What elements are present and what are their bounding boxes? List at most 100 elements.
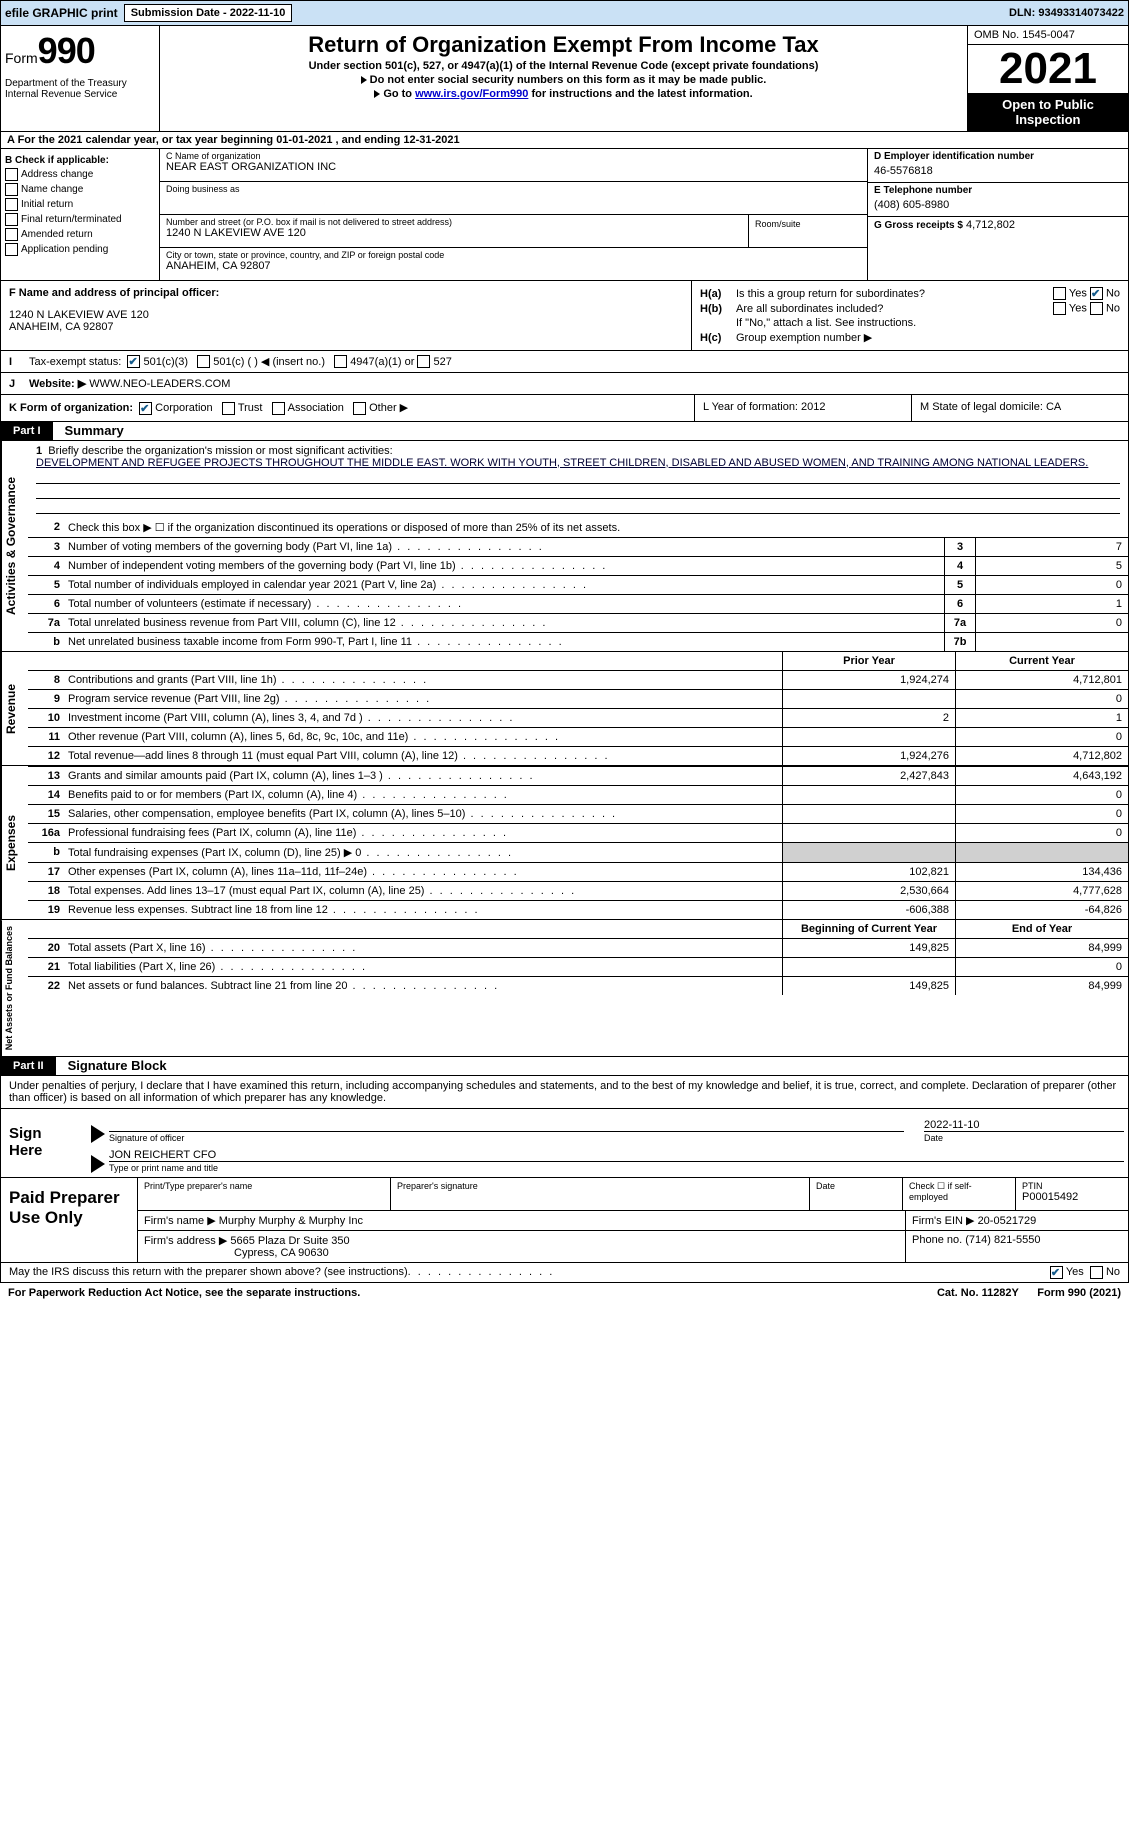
no-label: No (1106, 302, 1120, 314)
sig-date-val: 2022-11-10 (924, 1119, 1124, 1131)
h-c-row: H(c) Group exemption number ▶ (700, 331, 1120, 344)
no-label: No (1106, 287, 1120, 299)
checkbox-icon[interactable] (1053, 302, 1066, 315)
checkbox-icon[interactable] (1053, 287, 1066, 300)
prior-val (782, 805, 955, 823)
netassets-body: Beginning of Current Year End of Year 20… (28, 920, 1128, 1056)
topbar: efile GRAPHIC print Submission Date - 20… (0, 0, 1129, 26)
arrow-icon (361, 76, 367, 84)
check-name[interactable]: Name change (5, 183, 155, 196)
website-val: WWW.NEO-LEADERS.COM (89, 378, 230, 390)
checkbox-checked-icon[interactable] (127, 355, 140, 368)
f-addr2: ANAHEIM, CA 92807 (9, 321, 683, 333)
yes-label: Yes (1069, 302, 1087, 314)
box-l: L Year of formation: 2012 (695, 395, 912, 421)
4947-label: 4947(a)(1) or (350, 356, 414, 368)
beg-year-header: Beginning of Current Year (782, 920, 955, 938)
line-desc: Total revenue—add lines 8 through 11 (mu… (64, 747, 782, 765)
prior-val: 149,825 (782, 977, 955, 995)
checkbox-icon[interactable] (1090, 1266, 1103, 1279)
line-num: b (28, 633, 64, 651)
arrow-icon (91, 1125, 105, 1143)
date-label: Date (816, 1181, 896, 1191)
sig-officer-field: Signature of officer (109, 1113, 904, 1143)
arrow-icon (91, 1155, 105, 1173)
cb-label: Initial return (21, 199, 73, 210)
h-note-text: If "No," attach a list. See instructions… (736, 317, 1120, 329)
current-val: 134,436 (955, 863, 1128, 881)
checkbox-icon[interactable] (353, 402, 366, 415)
checkbox-checked-icon[interactable] (1090, 287, 1103, 300)
line-ans: 7 (975, 538, 1128, 556)
box-b: B Check if applicable: Address change Na… (1, 149, 160, 280)
line-num: 6 (28, 595, 64, 613)
firm-ein-val: 20-0521729 (978, 1215, 1037, 1227)
line-desc: Total assets (Part X, line 16) (64, 939, 782, 957)
check-final[interactable]: Final return/terminated (5, 213, 155, 226)
part2-title: Signature Block (68, 1058, 167, 1073)
line-num: 11 (28, 728, 64, 746)
summary-line: 22 Net assets or fund balances. Subtract… (28, 976, 1128, 995)
officer-name-val: JON REICHERT CFO (109, 1149, 1124, 1161)
ein-val: 46-5576818 (874, 162, 1122, 180)
checkbox-icon (5, 198, 18, 211)
checkbox-icon (5, 213, 18, 226)
line-box: 3 (944, 538, 975, 556)
check-pending[interactable]: Application pending (5, 243, 155, 256)
check-address[interactable]: Address change (5, 168, 155, 181)
checkbox-checked-icon[interactable] (139, 402, 152, 415)
checkbox-checked-icon[interactable] (1050, 1266, 1063, 1279)
irs-link[interactable]: www.irs.gov/Form990 (415, 88, 528, 100)
check-initial[interactable]: Initial return (5, 198, 155, 211)
tax-exempt-label: Tax-exempt status: (29, 356, 121, 368)
line-desc: Total liabilities (Part X, line 26) (64, 958, 782, 976)
checkbox-icon[interactable] (1090, 302, 1103, 315)
line-num: 14 (28, 786, 64, 804)
checkbox-icon[interactable] (222, 402, 235, 415)
sign-here-label: Sign Here (1, 1109, 87, 1177)
sig-date-field: 2022-11-10 Date (924, 1119, 1124, 1143)
declaration: Under penalties of perjury, I declare th… (0, 1076, 1129, 1109)
k-label: K Form of organization: (9, 402, 133, 414)
line-num: 20 (28, 939, 64, 957)
part1-tab: Part I (1, 422, 53, 440)
end-year-header: End of Year (955, 920, 1128, 938)
line-2-desc: Check this box ▶ ☐ if the organization d… (64, 518, 1128, 537)
line-num: 15 (28, 805, 64, 823)
tax-year: 2021 (968, 45, 1128, 93)
line-box: 6 (944, 595, 975, 613)
gross-label: G Gross receipts $ (874, 220, 963, 231)
current-val: -64,826 (955, 901, 1128, 919)
checkbox-icon (5, 168, 18, 181)
check-amended[interactable]: Amended return (5, 228, 155, 241)
current-val: 84,999 (955, 939, 1128, 957)
header-mid: Return of Organization Exempt From Incom… (160, 26, 967, 131)
summary-line: 6 Total number of volunteers (estimate i… (28, 594, 1128, 613)
sign-fields: Signature of officer 2022-11-10 Date JON… (87, 1109, 1128, 1177)
checkbox-icon[interactable] (334, 355, 347, 368)
line-desc: Number of independent voting members of … (64, 557, 944, 575)
vtab-activities: Activities & Governance (1, 441, 28, 651)
current-year-header: Current Year (955, 652, 1128, 670)
501c-label: 501(c) ( ) ◀ (insert no.) (213, 355, 325, 368)
line-num: 8 (28, 671, 64, 689)
city-cell: City or town, state or province, country… (160, 248, 867, 280)
summary-line: 17 Other expenses (Part IX, column (A), … (28, 862, 1128, 881)
current-val: 4,777,628 (955, 882, 1128, 900)
checkbox-icon[interactable] (197, 355, 210, 368)
checkbox-icon[interactable] (417, 355, 430, 368)
line-ans: 1 (975, 595, 1128, 613)
part1-title: Summary (65, 423, 124, 438)
vtab-expenses: Expenses (1, 766, 28, 919)
may-discuss-row: May the IRS discuss this return with the… (0, 1263, 1129, 1283)
section-fh: F Name and address of principal officer:… (0, 281, 1129, 351)
gross-val: 4,712,802 (966, 216, 1015, 234)
summary-line: b Total fundraising expenses (Part IX, c… (28, 842, 1128, 862)
prior-val (782, 958, 955, 976)
firm-addr1: 5665 Plaza Dr Suite 350 (230, 1235, 349, 1247)
line-desc: Program service revenue (Part VIII, line… (64, 690, 782, 708)
checkbox-icon[interactable] (272, 402, 285, 415)
firm-name-val: Murphy Murphy & Murphy Inc (219, 1215, 363, 1227)
line-desc: Net unrelated business taxable income fr… (64, 633, 944, 651)
part1-header: Part I Summary (0, 422, 1129, 441)
